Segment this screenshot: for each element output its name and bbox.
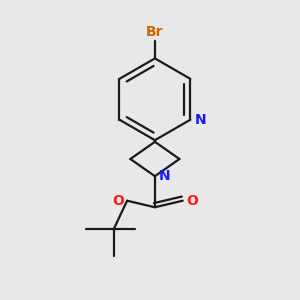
Text: N: N bbox=[159, 169, 170, 183]
Text: O: O bbox=[186, 194, 198, 208]
Text: O: O bbox=[112, 194, 124, 208]
Text: Br: Br bbox=[146, 25, 164, 39]
Text: N: N bbox=[195, 113, 206, 127]
